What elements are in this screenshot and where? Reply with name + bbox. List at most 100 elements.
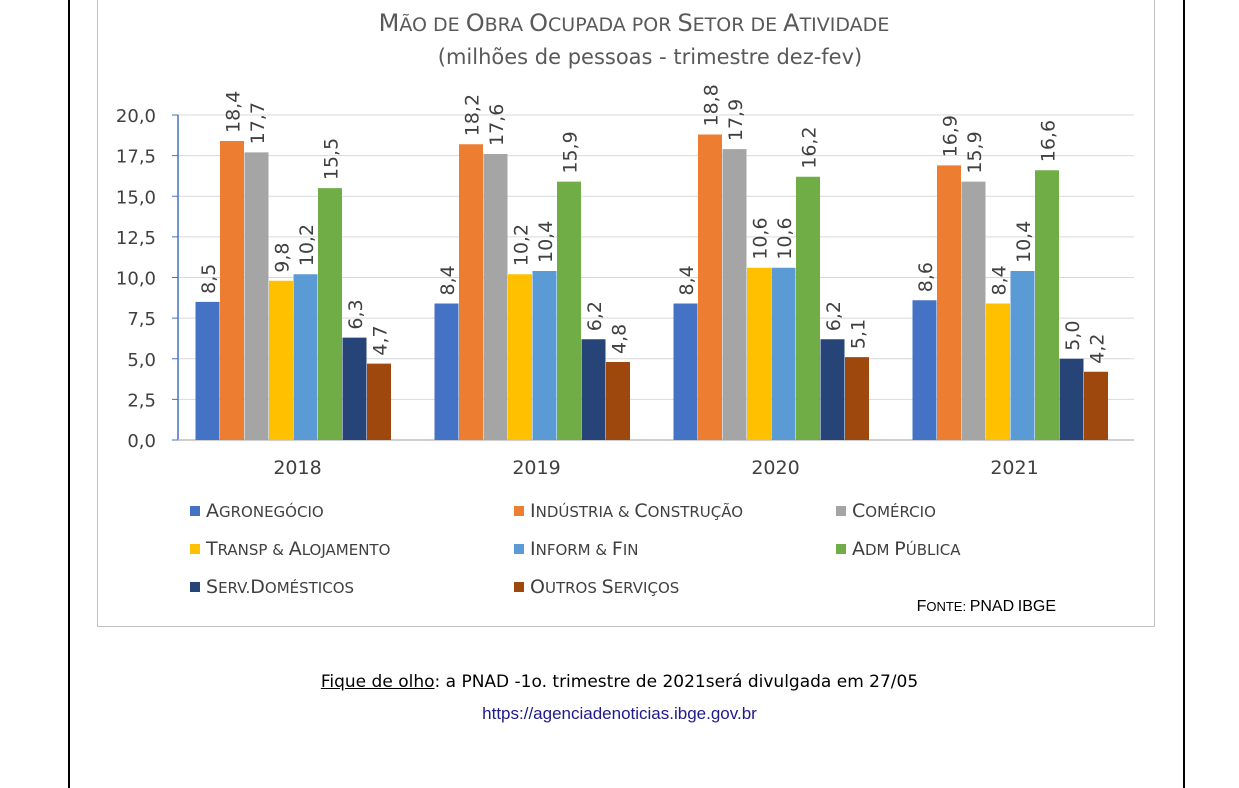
bar [557, 181, 581, 440]
legend-swatch [836, 544, 846, 554]
bar [937, 165, 961, 440]
data-label: 8,6 [915, 262, 937, 292]
bar [698, 134, 722, 440]
bar [459, 144, 483, 440]
data-label: 16,2 [798, 126, 820, 168]
bar [1059, 358, 1084, 440]
x-tick-label: 2021 [990, 457, 1038, 479]
x-tick-label: 2019 [512, 457, 560, 479]
data-label: 18,8 [700, 84, 722, 126]
bar [1035, 170, 1059, 440]
legend-label: OUTROS SERVIÇOS [530, 576, 679, 598]
bar [820, 339, 845, 440]
data-label: 9,8 [271, 243, 293, 273]
data-label: 15,5 [320, 138, 342, 180]
y-tick-label: 0,0 [127, 431, 156, 452]
data-label: 17,6 [486, 104, 508, 146]
source-note: FONTE: PNAD IBGE [917, 598, 1056, 615]
data-label: 4,8 [608, 324, 630, 354]
data-label: 4,2 [1086, 334, 1108, 364]
data-label: 18,4 [222, 91, 244, 133]
bar [244, 152, 269, 440]
bar [434, 303, 459, 440]
legend-label: AGRONEGÓCIO [206, 500, 324, 522]
legend-swatch [190, 582, 200, 592]
data-label: 17,7 [247, 102, 269, 144]
legend-swatch [514, 506, 524, 516]
data-label: 16,9 [939, 115, 961, 157]
data-label: 10,6 [749, 217, 771, 259]
bar [606, 362, 630, 440]
bar [912, 300, 937, 440]
bar [367, 363, 391, 440]
source-url[interactable]: https://agenciadenoticias.ibge.gov.br [482, 704, 757, 723]
legend-label: INFORM & FIN [530, 538, 638, 560]
footnote: Fique de olho: a PNAD -1o. trimestre de … [0, 672, 1239, 692]
x-tick-label: 2018 [273, 457, 321, 479]
chart-title: MÃO DE OBRA OCUPADA POR SETOR DE ATIVIDA… [379, 9, 890, 37]
y-tick-label: 10,0 [116, 269, 156, 290]
footnote-lead: Fique de olho [320, 672, 435, 692]
y-tick-label: 17,5 [116, 147, 156, 168]
data-label: 8,4 [437, 265, 459, 295]
legend-label: INDÚSTRIA & CONSTRUÇÃO [530, 500, 743, 522]
x-tick-label: 2020 [751, 457, 799, 479]
bar [673, 303, 698, 440]
data-label: 6,3 [345, 299, 367, 329]
bar-chart: MÃO DE OBRA OCUPADA POR SETOR DE ATIVIDA… [116, 9, 1134, 615]
bar [747, 267, 771, 440]
y-tick-label: 15,0 [116, 187, 156, 208]
data-label: 6,2 [584, 301, 606, 331]
bar [532, 271, 557, 440]
data-label: 15,9 [559, 131, 581, 173]
data-label: 4,7 [369, 325, 391, 355]
page-border [68, 0, 1185, 788]
data-label: 5,1 [847, 319, 869, 349]
legend-label: COMÉRCIO [852, 500, 936, 522]
data-label: 10,2 [296, 224, 318, 266]
legend-swatch [190, 506, 200, 516]
legend-swatch [836, 506, 846, 516]
legend-swatch [514, 582, 524, 592]
bar [293, 274, 318, 440]
data-label: 6,2 [823, 301, 845, 331]
legend-swatch [514, 544, 524, 554]
chart-frame: MÃO DE OBRA OCUPADA POR SETOR DE ATIVIDA… [97, 0, 1155, 627]
data-label: 15,9 [964, 131, 986, 173]
bar [961, 181, 986, 440]
footnote-text: : a PNAD -1o. trimestre de 2021será divu… [434, 672, 919, 692]
y-tick-label: 20,0 [116, 106, 156, 127]
bar [771, 267, 796, 440]
bar [195, 301, 220, 440]
data-label: 18,2 [461, 94, 483, 136]
bar [845, 357, 869, 440]
data-label: 10,2 [510, 224, 532, 266]
data-label: 17,9 [725, 99, 747, 141]
bar [269, 280, 293, 440]
bar [986, 303, 1010, 440]
y-tick-label: 7,5 [127, 309, 156, 330]
legend-label: SERV.DOMÉSTICOS [206, 576, 354, 598]
data-label: 8,5 [198, 264, 220, 294]
data-label: 10,4 [1013, 221, 1035, 263]
y-tick-label: 12,5 [116, 228, 156, 249]
y-tick-label: 2,5 [127, 390, 156, 411]
bar [1084, 371, 1108, 440]
legend-label: TRANSP & ALOJAMENTO [205, 538, 390, 560]
legend-label: ADM PÚBLICA [852, 538, 961, 560]
bar [722, 149, 747, 440]
bar [483, 154, 508, 440]
chart-subtitle: (milhões de pessoas - trimestre dez-fev) [438, 45, 862, 69]
bar [318, 188, 342, 440]
data-label: 10,6 [774, 217, 796, 259]
data-label: 10,4 [535, 221, 557, 263]
bar [1010, 271, 1035, 440]
bar [220, 141, 244, 440]
bar [796, 176, 820, 440]
bar [581, 339, 606, 440]
y-tick-label: 5,0 [127, 350, 156, 371]
data-label: 8,4 [676, 265, 698, 295]
data-label: 5,0 [1062, 321, 1084, 351]
bar [342, 337, 367, 440]
data-label: 8,4 [988, 265, 1010, 295]
